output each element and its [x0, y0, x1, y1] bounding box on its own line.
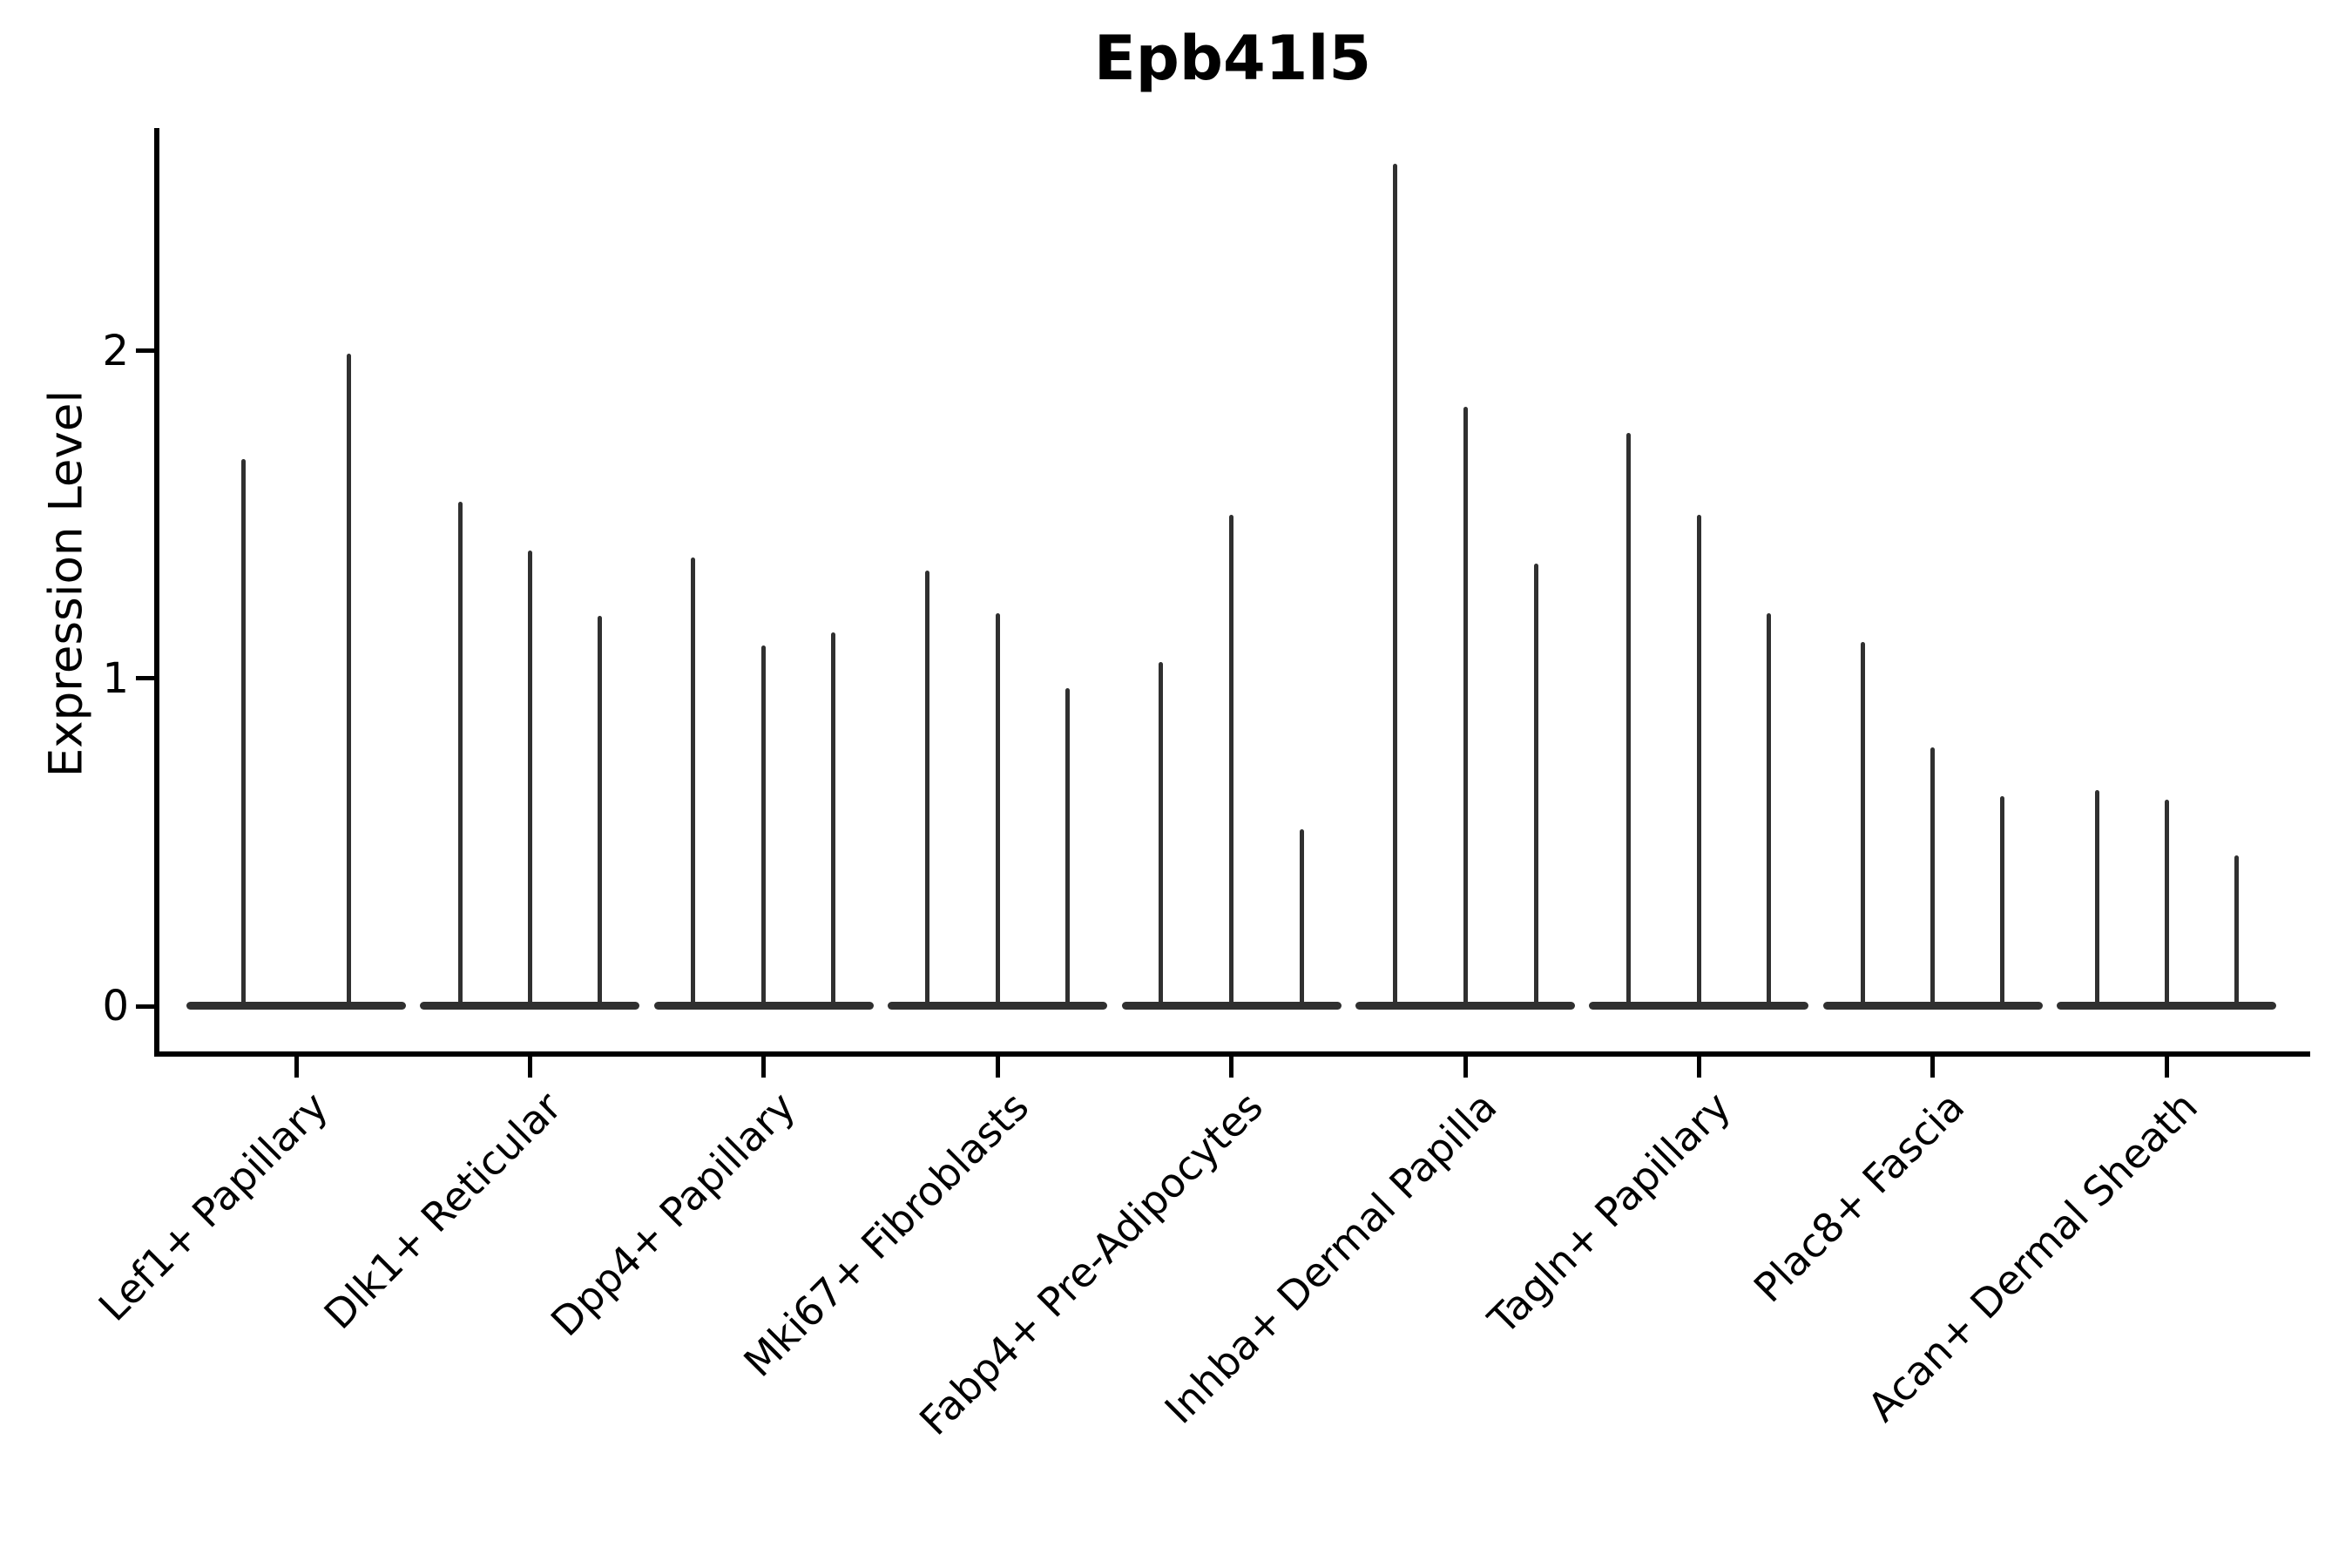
x-tick-mark	[294, 1057, 299, 1078]
y-tick-label: 1	[102, 653, 129, 703]
violin-spike	[1930, 747, 1936, 1008]
violin-base	[186, 1002, 406, 1010]
y-tick-mark	[136, 348, 155, 354]
x-tick-mark	[761, 1057, 767, 1078]
y-tick-mark	[136, 1004, 155, 1009]
y-tick-label: 2	[102, 326, 129, 375]
y-axis-label: Expression Level	[39, 389, 93, 778]
violin-spike	[240, 458, 246, 1008]
violin-spike	[761, 645, 767, 1008]
figure-title: Epb41l5	[1093, 23, 1372, 94]
x-tick-mark	[1229, 1057, 1234, 1078]
violin-spike	[1229, 514, 1234, 1008]
violin-spike	[1064, 688, 1070, 1008]
violin-spike	[1463, 406, 1468, 1008]
violin-spike	[346, 354, 351, 1008]
x-tick-mark	[527, 1057, 532, 1078]
violin-spike	[1392, 164, 1397, 1008]
violin-spike	[1625, 432, 1631, 1008]
y-tick-label: 0	[102, 982, 129, 1031]
x-tick-mark	[1463, 1057, 1468, 1078]
violin-spike	[1159, 661, 1164, 1008]
violin-spike	[1300, 828, 1305, 1008]
y-tick-mark	[136, 676, 155, 681]
violin-spike	[527, 551, 532, 1008]
violin-spike	[831, 632, 836, 1008]
violin-spike	[1861, 642, 1866, 1008]
x-tick-mark	[1696, 1057, 1701, 1078]
violin-spike	[597, 616, 602, 1008]
y-axis-line	[154, 128, 159, 1057]
violin-spike	[1533, 564, 1538, 1008]
x-tick-mark	[2164, 1057, 2169, 1078]
violin-spike	[924, 570, 929, 1008]
violin-spike	[457, 501, 463, 1008]
violin-spike	[1696, 514, 1701, 1008]
violin-spike	[2234, 855, 2239, 1008]
x-tick-mark	[1930, 1057, 1936, 1078]
violin-spike	[2000, 796, 2005, 1008]
violin-spike	[691, 557, 696, 1008]
violin-spike	[2164, 799, 2169, 1008]
violin-spike	[995, 612, 1000, 1008]
violin-spike	[1766, 612, 1771, 1008]
x-axis-line	[154, 1051, 2310, 1057]
violin-spike	[2094, 789, 2099, 1008]
x-tick-mark	[995, 1057, 1000, 1078]
